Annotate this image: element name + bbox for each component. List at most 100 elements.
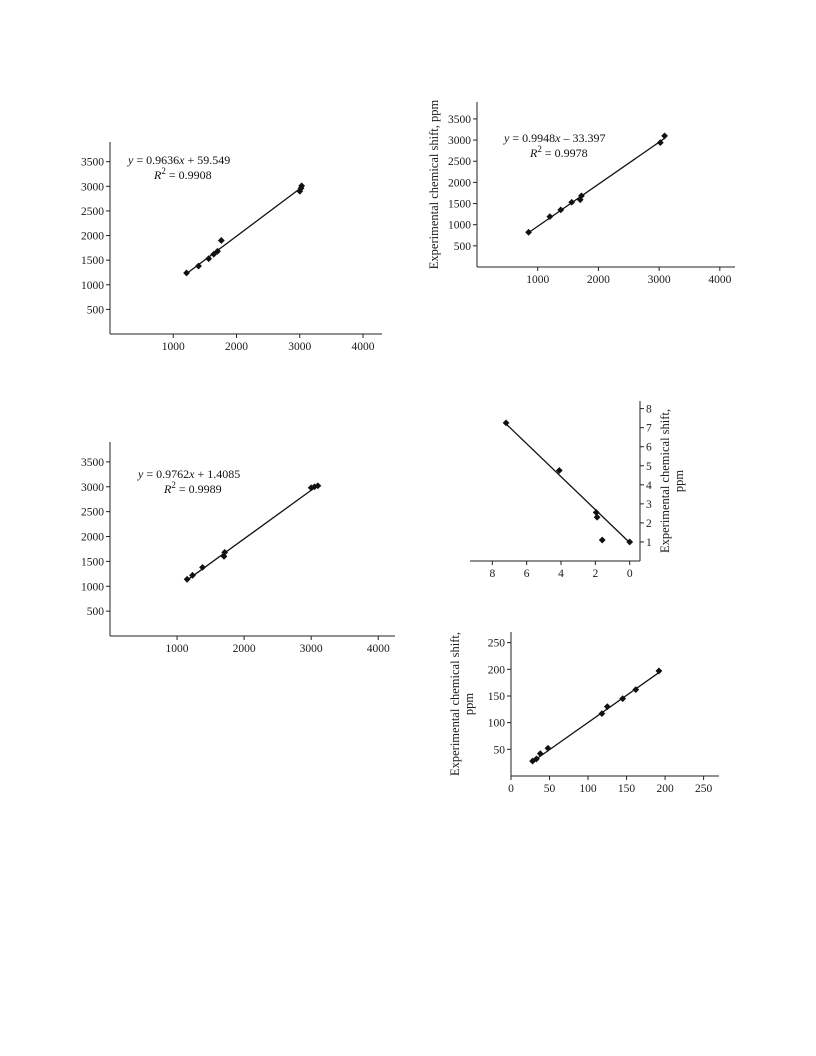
y-tick-label: 1000 bbox=[81, 581, 104, 593]
data-point bbox=[598, 536, 606, 544]
data-point bbox=[220, 553, 228, 560]
data-point bbox=[598, 710, 606, 717]
y-tick-label: 3000 bbox=[81, 181, 104, 193]
data-point bbox=[214, 247, 221, 255]
y-axis-label: ppm bbox=[462, 693, 476, 716]
x-tick-label: 150 bbox=[618, 783, 636, 795]
data-point bbox=[221, 549, 229, 556]
y-axis-label: Experimental chemical shift, bbox=[658, 409, 672, 553]
y-tick-label: 2000 bbox=[81, 532, 104, 544]
chart-2: 500 1000 1500 2000 2500 3000 3500 1000 2000 3000 4… bbox=[427, 100, 735, 286]
data-point bbox=[619, 695, 627, 703]
y-tick-label: 3000 bbox=[448, 135, 471, 147]
x-tick-label: 1000 bbox=[526, 274, 549, 286]
x-tick-label: 4000 bbox=[352, 341, 375, 353]
trend-line bbox=[185, 485, 317, 582]
data-point bbox=[525, 228, 532, 236]
data-point bbox=[557, 206, 565, 214]
r-squared: R2 = 0.9978 bbox=[529, 144, 588, 160]
y-tick-label: 500 bbox=[87, 304, 105, 316]
data-point bbox=[593, 513, 601, 521]
y-tick-label: 500 bbox=[454, 241, 472, 253]
x-tick-label: 2000 bbox=[587, 274, 610, 286]
y-tick-label: 2 bbox=[646, 518, 652, 530]
x-tick-label: 0 bbox=[627, 568, 633, 580]
y-tick-label: 1500 bbox=[81, 556, 104, 568]
y-tick-label: 3000 bbox=[81, 482, 104, 494]
chart-5: 50 100 150 200 250 0 50 100 150 200 250 Experimenta… bbox=[448, 632, 719, 795]
x-tick-label: 4000 bbox=[367, 643, 390, 655]
data-point bbox=[568, 198, 576, 206]
x-tick-label: 8 bbox=[489, 568, 495, 580]
y-tick-label: 5 bbox=[646, 461, 652, 473]
y-tick-label: 200 bbox=[488, 664, 506, 676]
data-point bbox=[536, 750, 544, 757]
trend-line bbox=[505, 423, 629, 542]
x-tick-label: 3000 bbox=[288, 341, 311, 353]
chart-4: 1 2 3 4 5 6 7 8 8 6 4 2 0 Experimental chemical shift… bbox=[470, 401, 686, 580]
x-tick-label: 6 bbox=[524, 568, 530, 580]
trend-equation: y = 0.9636x + 59.549 bbox=[127, 153, 230, 167]
r-squared: R2 = 0.9989 bbox=[163, 480, 222, 496]
data-point bbox=[183, 269, 190, 277]
y-tick-label: 250 bbox=[488, 638, 506, 650]
data-point bbox=[195, 262, 202, 270]
trend-equation: y = 0.9948x – 33.397 bbox=[503, 131, 605, 145]
y-tick-label: 150 bbox=[488, 691, 506, 703]
data-point bbox=[632, 686, 640, 693]
y-tick-label: 1000 bbox=[448, 220, 471, 232]
y-tick-label: 4 bbox=[646, 480, 652, 492]
data-point bbox=[502, 419, 510, 427]
y-tick-label: 1500 bbox=[81, 255, 104, 267]
y-tick-label: 3500 bbox=[81, 457, 104, 469]
data-point bbox=[205, 255, 213, 263]
y-tick-label: 2500 bbox=[81, 206, 104, 218]
data-point bbox=[544, 744, 552, 752]
y-tick-label: 2500 bbox=[81, 507, 104, 519]
y-tick-label: 2000 bbox=[448, 177, 471, 189]
x-tick-label: 3000 bbox=[300, 643, 323, 655]
data-point bbox=[533, 755, 540, 763]
y-tick-label: 7 bbox=[646, 423, 652, 435]
y-axis-label: Experimental chemical shift, bbox=[448, 632, 462, 776]
data-point bbox=[298, 182, 306, 190]
x-tick-label: 3000 bbox=[648, 274, 671, 286]
trend-equation: y = 0.9762x + 1.4085 bbox=[137, 467, 240, 481]
chart-3: 500 1000 1500 2000 2500 3000 3500 1000 2000 3000 4… bbox=[81, 442, 395, 655]
data-point bbox=[217, 237, 225, 244]
x-tick-label: 1000 bbox=[162, 341, 185, 353]
data-point bbox=[210, 250, 218, 258]
x-tick-label: 1000 bbox=[166, 643, 189, 655]
x-tick-label: 50 bbox=[544, 783, 556, 795]
data-point bbox=[655, 667, 663, 675]
chart-1: 500 1000 1500 2000 2500 3000 3500 1000 2000 3000 4… bbox=[81, 142, 382, 353]
trend-line bbox=[185, 185, 304, 275]
x-tick-label: 2000 bbox=[225, 341, 248, 353]
y-tick-label: 1000 bbox=[81, 280, 104, 292]
data-point bbox=[661, 132, 668, 140]
y-tick-label: 3 bbox=[646, 499, 652, 511]
x-tick-label: 4000 bbox=[708, 274, 731, 286]
x-tick-label: 4 bbox=[558, 568, 564, 580]
data-point bbox=[603, 703, 611, 711]
data-point bbox=[555, 467, 563, 474]
y-tick-label: 50 bbox=[494, 744, 506, 756]
y-tick-label: 1500 bbox=[448, 199, 471, 211]
data-point bbox=[183, 575, 191, 583]
data-point bbox=[592, 509, 600, 516]
x-tick-label: 200 bbox=[656, 783, 674, 795]
data-point bbox=[546, 213, 554, 221]
data-point bbox=[626, 538, 634, 546]
y-axis-label: ppm bbox=[672, 470, 686, 493]
x-tick-label: 2000 bbox=[233, 643, 256, 655]
y-tick-label: 2000 bbox=[81, 231, 104, 243]
trend-line bbox=[532, 670, 662, 763]
data-point bbox=[578, 192, 585, 200]
x-tick-label: 2 bbox=[592, 568, 598, 580]
y-tick-label: 6 bbox=[646, 442, 652, 454]
y-axis-label: Experimental chemical shift, ppm bbox=[427, 100, 441, 270]
data-point bbox=[199, 563, 206, 571]
y-tick-label: 1 bbox=[646, 537, 652, 549]
y-tick-label: 500 bbox=[87, 606, 105, 618]
